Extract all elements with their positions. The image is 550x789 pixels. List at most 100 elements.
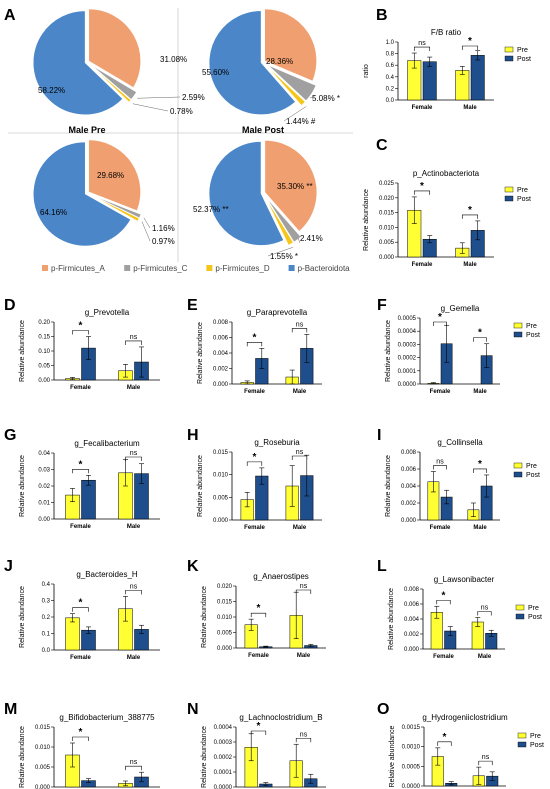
legend-swatch (504, 55, 514, 62)
y-axis-label: ratio (363, 64, 370, 78)
y-tick-label: 0.002 (213, 367, 229, 373)
significance-label: ns (436, 459, 444, 466)
y-axis-label: Relative abundance (19, 726, 26, 788)
legend-label: Pre (517, 47, 528, 54)
legend-swatch (513, 322, 523, 329)
y-tick-label: 0.005 (379, 240, 395, 246)
pie-chart-1: Female Pre 31.08% 2.59% 0.78% 58.22% (32, 0, 205, 116)
x-category-label: Female (244, 525, 265, 531)
significance-bracket (478, 760, 493, 766)
y-tick-label: 0.020 (379, 196, 395, 202)
y-axis-label: Relative abundance (388, 588, 395, 650)
x-category-label: Male (127, 385, 141, 391)
y-tick-label: 0.0 (386, 98, 395, 104)
x-category-label: Female (412, 105, 433, 111)
pie-slice (266, 197, 302, 243)
significance-bracket (125, 340, 142, 345)
y-tick-label: 0.015 (379, 211, 395, 217)
y-axis-label: Relative abundance (19, 455, 26, 517)
significance-label: ns (300, 731, 308, 738)
legend-swatch (515, 604, 525, 611)
pie-slice (266, 66, 306, 106)
y-tick-label: 0.006 (213, 336, 229, 342)
y-tick-label: 0.1 (42, 632, 51, 638)
y-tick-label: 0.01 (38, 501, 50, 507)
y-tick-label: 0.006 (401, 467, 417, 473)
significance-label: * (438, 312, 442, 323)
significance-label: ns (418, 40, 426, 47)
pie-slice-label: 2.41% (300, 234, 323, 243)
x-category-label: Male (293, 525, 307, 531)
significance-bracket (291, 328, 308, 333)
y-tick-label: 0.000 (213, 382, 229, 388)
significance-label: * (478, 328, 482, 339)
x-category-label: Male (473, 389, 487, 395)
legend-label: Pre (526, 323, 537, 330)
y-axis-label: Relative abundance (19, 320, 26, 382)
y-axis-label: Relative abundance (19, 586, 26, 648)
pie-leader-line (297, 237, 301, 243)
significance-label: * (79, 459, 83, 470)
pie-slice-label: 55.60% (202, 68, 229, 77)
pie-leader-line (267, 247, 293, 257)
y-tick-label: 0.20 (38, 320, 50, 326)
pie-slice-label: 64.16% (40, 208, 67, 217)
y-tick-label: 0.0000 (402, 784, 421, 789)
bar (455, 70, 470, 101)
y-tick-label: 0.0000 (398, 382, 417, 388)
y-axis-label: Relative abundance (201, 726, 208, 788)
significance-bracket (437, 741, 452, 746)
y-tick-label: 0.004 (213, 351, 229, 357)
significance-label: * (79, 727, 83, 738)
chart-title: g_Gemella (441, 304, 480, 313)
pie-slice (88, 139, 141, 212)
panel-letter-l: L (377, 558, 387, 575)
y-tick-label: 0.0003 (398, 342, 417, 348)
pie-chart-3: Male Pre 29.68% 1.16% 0.97% 64.16% (32, 125, 175, 247)
significance-bracket (246, 342, 263, 347)
y-tick-label: 0.008 (404, 587, 420, 593)
chart-title: F/B ratio (431, 28, 462, 37)
legend-swatch (504, 195, 514, 202)
pie-title: Female Pre (63, 0, 111, 2)
x-category-label: Male (463, 105, 477, 111)
y-tick-label: 0.0015 (402, 725, 421, 731)
significance-label: * (420, 181, 424, 192)
legend-swatch (513, 471, 523, 478)
y-tick-label: 0.000 (404, 647, 420, 653)
significance-bracket (291, 455, 308, 460)
pie-slice-label: 2.59% (182, 93, 205, 102)
significance-bracket (477, 611, 492, 616)
y-axis-label: Relative abundance (197, 455, 204, 517)
y-tick-label: 0.002 (404, 632, 420, 638)
significance-bracket (433, 321, 447, 326)
bar-chart-l: g_Lawsonibacter 0.000 0.002 0.004 0.006 0.008… (388, 575, 542, 660)
y-tick-label: 0.008 (213, 320, 229, 326)
y-tick-label: 0.15 (38, 335, 50, 341)
y-axis-label: Relative abundance (363, 189, 370, 251)
y-tick-label: 0.2 (42, 615, 51, 621)
y-tick-label: 0.010 (35, 745, 51, 751)
pie-slice-label: 1.16% (152, 224, 175, 233)
y-tick-label: 0.005 (213, 495, 229, 501)
chart-title: g_Paraprevotella (247, 308, 308, 317)
significance-bracket (436, 599, 451, 605)
bar (81, 479, 96, 520)
pie-slice (32, 10, 124, 116)
significance-label: * (253, 332, 257, 343)
x-category-label: Female (430, 525, 451, 531)
chart-title: g_Hydrogeniiclostridium (422, 713, 508, 722)
significance-label: * (478, 459, 482, 470)
y-tick-label: 0.005 (35, 765, 51, 771)
significance-label: * (468, 205, 472, 216)
pie-legend-swatch (124, 265, 131, 271)
y-tick-label: 0.004 (401, 484, 417, 490)
pie-slice-label: 1.55% * (270, 252, 298, 261)
pie-slice (92, 195, 142, 219)
y-axis-label: Relative abundance (385, 455, 392, 517)
chart-title: g_Lachnoclostridium_B (239, 713, 322, 722)
y-tick-label: 0.00 (38, 517, 50, 523)
legend-swatch (504, 46, 514, 53)
x-category-label: Female (70, 655, 91, 661)
chart-title: g_Collinsella (437, 438, 483, 447)
